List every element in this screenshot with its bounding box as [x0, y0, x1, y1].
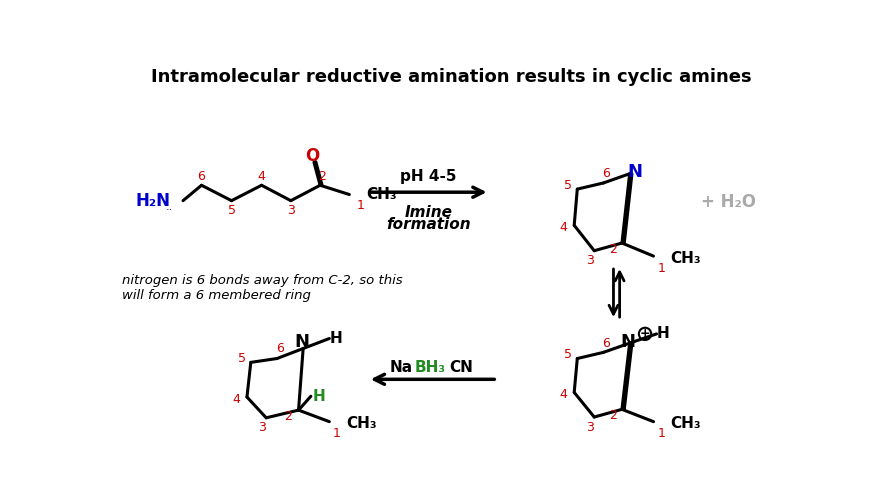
Text: 6: 6 [603, 167, 611, 180]
Text: 3: 3 [586, 254, 594, 267]
Text: CH₃: CH₃ [671, 251, 701, 266]
Text: 5: 5 [238, 352, 246, 365]
Text: N: N [294, 333, 309, 352]
Text: H: H [330, 331, 342, 346]
Text: Intramolecular reductive amination results in cyclic amines: Intramolecular reductive amination resul… [150, 68, 752, 86]
Text: CH₃: CH₃ [671, 416, 701, 431]
Text: 1: 1 [356, 199, 364, 212]
Text: + H₂O: + H₂O [700, 193, 756, 211]
Text: nitrogen is 6 bonds away from C-2, so this
will form a 6 membered ring: nitrogen is 6 bonds away from C-2, so th… [122, 274, 403, 302]
Text: 4: 4 [258, 169, 266, 183]
Text: 3: 3 [287, 204, 295, 217]
Text: 1: 1 [657, 262, 665, 275]
Text: 3: 3 [259, 421, 267, 434]
Text: 5: 5 [228, 204, 236, 217]
Text: 2: 2 [318, 169, 326, 183]
Text: H: H [656, 326, 669, 342]
Text: 2: 2 [284, 410, 291, 423]
Text: ··: ·· [165, 205, 172, 215]
Text: H₂N: H₂N [136, 192, 171, 210]
Text: 4: 4 [232, 393, 240, 406]
Text: 4: 4 [560, 221, 568, 234]
Text: 6: 6 [603, 337, 611, 350]
Text: O: O [305, 147, 319, 165]
Text: Imine: Imine [405, 205, 452, 220]
Text: 1: 1 [334, 427, 341, 440]
Text: Na: Na [389, 360, 413, 375]
Text: 2: 2 [609, 409, 617, 422]
Text: 5: 5 [564, 348, 572, 361]
Text: 4: 4 [560, 388, 568, 401]
Text: N: N [627, 163, 642, 181]
Text: N: N [620, 333, 635, 351]
Text: 6: 6 [276, 342, 284, 355]
Text: BH₃: BH₃ [414, 360, 446, 375]
Text: 2: 2 [609, 243, 617, 255]
Text: 3: 3 [586, 420, 594, 434]
Text: CN: CN [450, 360, 473, 375]
Text: 5: 5 [564, 179, 572, 192]
Text: 6: 6 [198, 169, 205, 183]
Text: 1: 1 [657, 427, 665, 440]
Text: pH 4-5: pH 4-5 [400, 169, 457, 184]
Text: CH₃: CH₃ [347, 416, 377, 431]
Text: CH₃: CH₃ [366, 187, 397, 202]
Text: H: H [312, 389, 325, 404]
Text: +: + [640, 327, 650, 340]
Text: formation: formation [386, 217, 471, 232]
